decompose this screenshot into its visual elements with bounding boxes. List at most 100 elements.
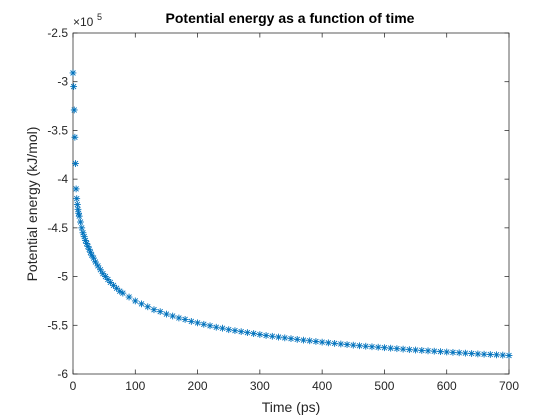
data-point [468,350,476,357]
x-tick-label: 400 [312,379,332,393]
y-tick-label: -5.5 [47,318,68,332]
data-point [73,195,81,203]
data-point [231,327,239,335]
data-point [181,316,189,323]
data-point [381,344,388,352]
data-point [163,310,170,318]
data-point [72,185,80,193]
data-point [399,345,407,353]
y-tick-label: -4 [57,172,68,186]
y-tick-label: -4.5 [47,221,68,235]
data-point [250,330,258,337]
x-tick-label: 0 [70,379,77,393]
data-point [424,347,432,355]
data-point [268,332,276,340]
data-point [150,306,158,314]
x-tick-label: 300 [250,379,270,393]
x-tick-label: 700 [499,379,519,393]
data-point [387,344,395,352]
data-point [97,266,104,274]
data-point [318,338,326,346]
data-point [312,338,320,345]
data-point [194,319,201,327]
plot-area [72,32,510,375]
data-point [262,332,270,339]
x-axis: 0 100 200 300 400 500 600 700 [70,33,519,393]
data-point [374,343,382,351]
data-point [73,201,81,208]
data-point [306,337,314,345]
data-point [437,348,444,355]
data-series [69,69,513,359]
data-point [493,351,500,359]
data-point [78,224,86,232]
y-exponent: ×10 5 [73,12,102,29]
data-point [225,326,233,334]
data-point [393,345,401,353]
x-tick-label: 600 [437,379,457,393]
data-point [138,300,145,308]
data-point [337,340,345,348]
data-point [287,335,295,343]
data-point [187,317,195,325]
data-point [486,351,494,358]
chart-title: Potential energy as a function of time [166,10,415,26]
data-point [70,106,78,114]
y-tick-label: -2.5 [47,26,68,40]
data-point [144,303,152,311]
data-point [94,262,102,270]
data-point [175,314,183,322]
data-point [72,160,79,167]
data-point [499,351,507,359]
data-point [275,333,282,341]
y-exponent-base: ×10 [73,15,94,29]
y-exponent-power: 5 [97,12,102,22]
data-point [212,323,220,331]
y-axis-label: Potential energy (kJ/mol) [24,127,40,282]
data-point [75,212,83,220]
data-point [443,348,451,356]
data-point [69,69,77,77]
data-point [449,348,457,356]
data-point [70,83,78,90]
x-tick-label: 500 [374,379,394,393]
data-point [113,284,120,292]
data-point [200,320,208,328]
data-point [237,328,245,336]
data-point [362,342,370,350]
data-point [430,347,438,355]
data-point [505,352,513,359]
data-point [474,350,482,358]
data-point [343,341,351,348]
data-point [293,336,301,343]
y-tick-label: -3.5 [47,123,68,137]
data-point [412,346,419,354]
data-point [71,133,79,141]
data-point [331,340,338,347]
x-axis-label: Time (ps) [262,399,321,415]
data-point [480,350,488,358]
y-tick-label: -3 [57,75,68,89]
x-tick-label: 200 [188,379,208,393]
data-point [281,334,289,342]
y-tick-label: -6 [57,367,68,381]
data-point [206,322,214,330]
y-tick-label: -5 [57,270,68,284]
data-point [462,349,469,357]
data-point [256,331,264,338]
data-point [324,339,332,347]
data-point [368,343,376,351]
data-point [455,349,463,357]
data-point [405,346,413,354]
data-point [119,289,127,297]
y-axis: -6 -5.5 -5 -4.5 -4 -3.5 -3 -2.5 [47,26,509,381]
x-tick-label: 100 [125,379,145,393]
data-point [125,293,133,301]
data-point [356,342,363,350]
data-point [244,329,251,336]
data-point [418,347,426,354]
data-point [349,341,357,349]
data-point [169,312,177,320]
